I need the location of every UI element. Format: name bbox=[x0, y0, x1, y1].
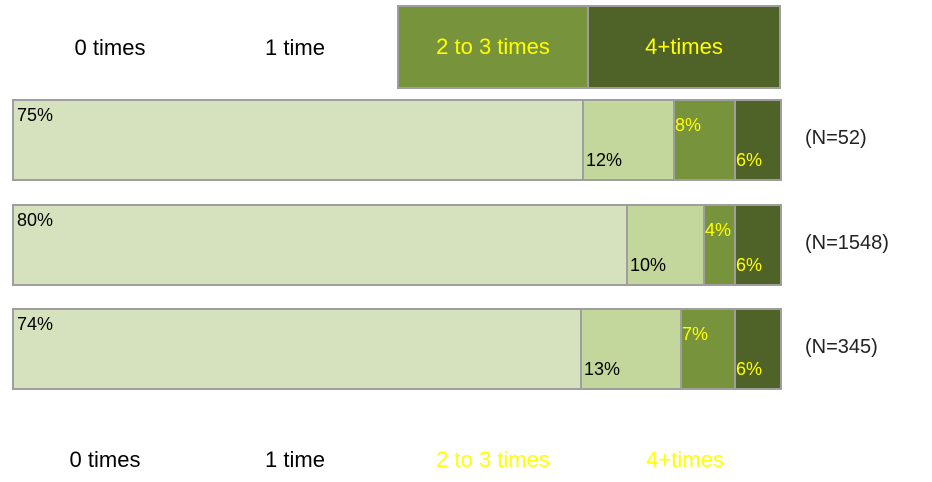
data-label: 7% bbox=[682, 324, 709, 344]
data-label: 13% bbox=[584, 359, 621, 379]
bar-segment-1-time: 12% bbox=[584, 99, 675, 181]
legend-bottom-label-0-times: 0 times bbox=[69, 447, 141, 472]
legend-top-label-1-time: 1 time bbox=[265, 35, 325, 60]
bar-row: 74% 13% 7% 6% bbox=[12, 308, 782, 390]
legend-top-item-1-time: 1 time bbox=[205, 6, 385, 90]
bar-segment-1-time: 13% bbox=[582, 308, 682, 390]
bar-segment-2-to-3-times: 7% bbox=[682, 308, 736, 390]
bar-segment-4-plus-times: 6% bbox=[736, 204, 782, 286]
legend-bottom-item-2-to-3-times: 2 to 3 times bbox=[397, 440, 589, 480]
bar-row: 80% 10% 4% 6% bbox=[12, 204, 782, 286]
legend-bottom-label-2-to-3-times: 2 to 3 times bbox=[436, 447, 550, 472]
bar-segment-4-plus-times: 6% bbox=[736, 99, 782, 181]
data-label: 10% bbox=[630, 255, 667, 275]
legend-bottom: 0 times 1 time 2 to 3 times 4+times bbox=[0, 440, 932, 480]
legend-bottom-label-1-time: 1 time bbox=[265, 447, 325, 472]
legend-top: 0 times 1 time 2 to 3 times 4+times bbox=[0, 0, 932, 100]
legend-top-label-2-to-3-times: 2 to 3 times bbox=[436, 34, 550, 59]
sample-size-label: (N=1548) bbox=[805, 232, 889, 254]
legend-bottom-item-4-plus-times: 4+times bbox=[589, 440, 781, 480]
legend-top-label-0-times: 0 times bbox=[74, 35, 146, 60]
legend-top-item-4-plus-times: 4+times bbox=[589, 5, 781, 89]
legend-bottom-item-1-time: 1 time bbox=[205, 440, 385, 480]
legend-top-label-4-plus-times: 4+times bbox=[645, 34, 723, 59]
bar-segment-2-to-3-times: 4% bbox=[705, 204, 736, 286]
legend-bottom-item-0-times: 0 times bbox=[15, 440, 195, 480]
data-label: 74% bbox=[17, 314, 54, 334]
data-label: 6% bbox=[736, 150, 763, 170]
data-label: 12% bbox=[586, 150, 623, 170]
sample-size-label: (N=52) bbox=[805, 127, 867, 149]
data-label: 75% bbox=[17, 105, 54, 125]
bar-segment-1-time: 10% bbox=[628, 204, 705, 286]
legend-bottom-label-4-plus-times: 4+times bbox=[646, 447, 724, 472]
sample-size-label: (N=345) bbox=[805, 336, 878, 358]
legend-top-item-2-to-3-times: 2 to 3 times bbox=[397, 5, 589, 89]
data-label: 6% bbox=[736, 255, 763, 275]
legend-top-item-0-times: 0 times bbox=[20, 6, 200, 90]
data-label: 8% bbox=[675, 115, 702, 135]
bar-segment-0-times: 74% bbox=[12, 308, 582, 390]
bar-segment-2-to-3-times: 8% bbox=[675, 99, 736, 181]
bar-segment-0-times: 80% bbox=[12, 204, 628, 286]
data-label: 6% bbox=[736, 359, 763, 379]
data-label: 80% bbox=[17, 210, 54, 230]
bar-segment-0-times: 75% bbox=[12, 99, 584, 181]
bar-row: 75% 12% 8% 6% bbox=[12, 99, 782, 181]
bar-segment-4-plus-times: 6% bbox=[736, 308, 782, 390]
data-label: 4% bbox=[705, 220, 732, 240]
